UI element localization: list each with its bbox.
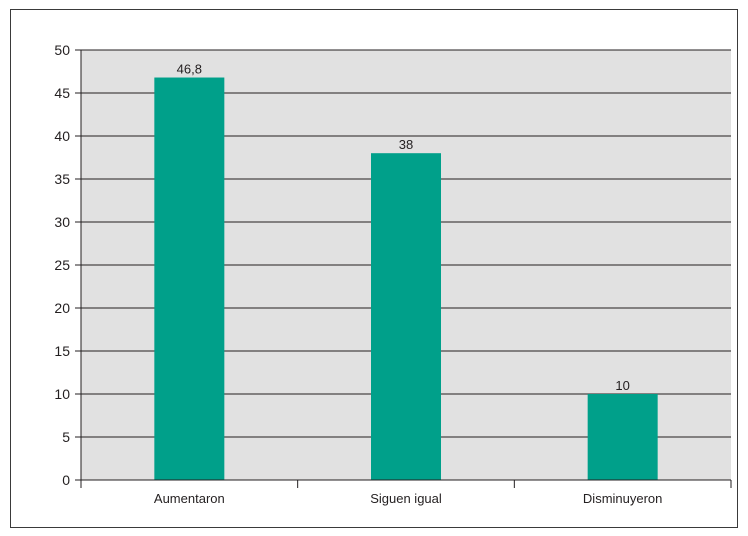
y-tick-label: 40 bbox=[54, 128, 70, 144]
y-tick-label: 35 bbox=[54, 171, 70, 187]
y-tick-label: 20 bbox=[54, 300, 70, 316]
y-tick-label: 0 bbox=[62, 472, 70, 488]
y-tick-label: 15 bbox=[54, 343, 70, 359]
x-category-label: Disminuyeron bbox=[583, 491, 662, 506]
x-category-label: Siguen igual bbox=[370, 491, 442, 506]
y-tick-label: 45 bbox=[54, 85, 70, 101]
y-tick-label: 30 bbox=[54, 214, 70, 230]
data-labels: 46,8 38 10 bbox=[177, 62, 630, 393]
y-tick-label: 5 bbox=[62, 429, 70, 445]
bar bbox=[371, 153, 441, 480]
y-tick-label: 25 bbox=[54, 257, 70, 273]
bar-value-label: 46,8 bbox=[177, 62, 202, 77]
bar bbox=[587, 394, 658, 480]
bar-value-label: 38 bbox=[399, 137, 413, 152]
y-tick-label: 50 bbox=[54, 42, 70, 58]
x-axis: Aumentaron Siguen igual Disminuyeron bbox=[80, 479, 732, 506]
x-category-label: Aumentaron bbox=[154, 491, 225, 506]
y-tick-label: 10 bbox=[54, 386, 70, 402]
bars bbox=[154, 77, 658, 481]
bar-value-label: 10 bbox=[615, 378, 629, 393]
bar bbox=[154, 77, 225, 481]
y-axis: 0 5 10 15 20 25 30 35 40 45 50 bbox=[54, 42, 82, 488]
